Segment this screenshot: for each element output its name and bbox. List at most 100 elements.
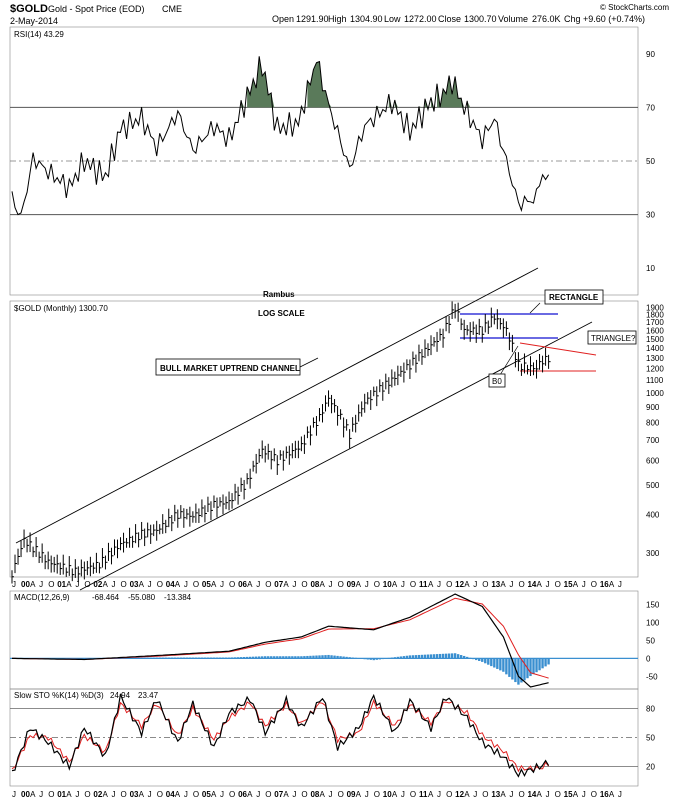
macd-histogram-bar	[487, 658, 490, 665]
macd-histogram-bar	[227, 657, 231, 659]
macd-histogram-bar	[375, 658, 378, 660]
macd-histogram-bar	[276, 656, 279, 659]
macd-histogram-bar	[224, 657, 228, 659]
macd-histogram-bar	[348, 657, 351, 659]
channel-upper-line	[15, 267, 539, 544]
macd-histogram-bar	[336, 655, 339, 659]
macd-histogram-bar	[143, 657, 146, 659]
time-tick-label: J	[220, 790, 224, 799]
time-tick-label: J	[111, 790, 115, 799]
time-tick-label: J	[184, 790, 188, 799]
macd-histogram-bar	[140, 657, 143, 659]
macd-histogram-bar	[420, 654, 424, 659]
time-tick-label: 07	[274, 790, 283, 799]
time-tick-label: J	[75, 580, 79, 589]
macd-legend-macd: -68.464	[92, 593, 120, 602]
open-label: Open	[272, 14, 294, 24]
macd-histogram-bar	[405, 655, 409, 659]
price-tick-label: 700	[646, 436, 660, 445]
time-tick-label: 05	[202, 580, 211, 589]
time-tick-label: A	[283, 790, 289, 799]
macd-histogram-bar	[327, 654, 330, 659]
time-tick-label: J	[39, 790, 43, 799]
time-tick-label: A	[247, 790, 253, 799]
time-tick-label: O	[374, 790, 380, 799]
rsi-tick-label: 70	[646, 103, 655, 112]
macd-histogram-bar	[257, 656, 261, 659]
time-tick-label: J	[256, 790, 260, 799]
channel-label: BULL MARKET UPTREND CHANNEL	[160, 364, 300, 373]
macd-histogram-bar	[164, 657, 167, 659]
macd-histogram-bar	[547, 658, 550, 665]
price-panel: $GOLD (Monthly) 1300.70 Rambus LOG SCALE…	[9, 267, 664, 591]
macd-histogram-bar	[529, 658, 532, 677]
macd-histogram-bar	[363, 658, 366, 660]
macd-histogram-bar	[478, 658, 481, 661]
price-tick-label: 1900	[646, 303, 664, 312]
macd-histogram-bar	[450, 653, 454, 659]
macd-histogram-bar	[152, 657, 155, 659]
time-tick-label: O	[265, 580, 271, 589]
time-tick-label: A	[102, 790, 108, 799]
macd-tick-label: 100	[646, 619, 660, 628]
macd-histogram-bar	[369, 658, 372, 660]
time-tick-label: A	[211, 580, 217, 589]
time-tick-label: A	[66, 580, 72, 589]
time-tick-label: 13	[491, 790, 500, 799]
macd-histogram-bar	[218, 657, 222, 659]
time-tick-label: A	[464, 580, 470, 589]
macd-histogram-bar	[300, 656, 303, 659]
time-tick-label: 13	[491, 580, 500, 589]
time-tick-label: 04	[166, 790, 175, 799]
symbol-label: $GOLD	[10, 3, 48, 15]
time-tick-label: O	[338, 580, 344, 589]
macd-histogram-bar	[248, 656, 252, 659]
macd-histogram-bar	[149, 657, 152, 659]
time-tick-label: 01	[57, 790, 66, 799]
price-legend: $GOLD (Monthly) 1300.70	[14, 304, 108, 313]
macd-line	[12, 593, 549, 688]
time-tick-label: J	[365, 580, 369, 589]
macd-histogram-bar	[372, 658, 375, 661]
time-tick-label: O	[374, 580, 380, 589]
price-tick-label: 1600	[646, 326, 664, 335]
time-tick-label: O	[518, 580, 524, 589]
time-tick-label: O	[157, 790, 163, 799]
time-tick-label: A	[356, 580, 362, 589]
macd-legend-hist: -13.384	[164, 593, 192, 602]
time-tick-label: 07	[274, 580, 283, 589]
price-tick-label: 1300	[646, 354, 664, 363]
macd-tick-label: 0	[646, 654, 651, 663]
time-tick-label: O	[121, 580, 127, 589]
time-tick-label: A	[247, 580, 253, 589]
macd-histogram-bar	[481, 658, 484, 662]
sto-tick-label: 80	[646, 704, 655, 713]
time-tick-label: J	[618, 790, 622, 799]
time-tick-label: A	[139, 580, 145, 589]
time-tick-label: A	[500, 580, 506, 589]
macd-histogram-bar	[122, 657, 125, 659]
macd-histogram-bar	[80, 658, 83, 659]
macd-histogram-bar	[511, 658, 514, 680]
time-tick-label: O	[301, 790, 307, 799]
description-label: Gold - Spot Price (EOD)	[48, 4, 145, 14]
time-tick-label: J	[365, 790, 369, 799]
time-tick-label: J	[329, 790, 333, 799]
watermark: © StockCharts.com	[600, 3, 669, 12]
macd-histogram-bar	[330, 655, 333, 659]
time-tick-label: O	[482, 790, 488, 799]
time-tick-label: J	[39, 580, 43, 589]
time-tick-label: A	[356, 790, 362, 799]
macd-histogram-bar	[83, 658, 86, 659]
macd-histogram-bar	[146, 657, 149, 659]
macd-histogram-bar	[261, 656, 264, 659]
macd-histogram-bar	[321, 655, 324, 659]
price-tick-label: 400	[646, 511, 660, 520]
time-tick-label: J	[12, 790, 16, 799]
time-tick-label: A	[609, 580, 615, 589]
macd-histogram-bar	[273, 656, 276, 659]
macd-histogram-bar	[161, 657, 164, 659]
time-tick-label: 02	[93, 790, 102, 799]
macd-histogram-bar	[345, 656, 348, 659]
